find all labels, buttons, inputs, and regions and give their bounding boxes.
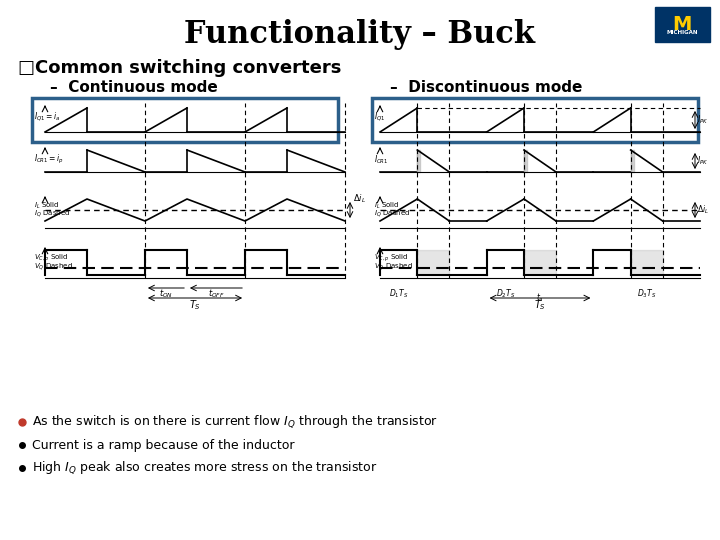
Text: $I_Q$ Dashed: $I_Q$ Dashed — [34, 209, 71, 219]
Text: $I_{PK}$: $I_{PK}$ — [697, 114, 708, 126]
Text: $D_1 T_S$: $D_1 T_S$ — [389, 288, 408, 300]
Text: $I_{Q1}$: $I_{Q1}$ — [374, 111, 385, 124]
Text: $V_Q$ Dashed: $V_Q$ Dashed — [374, 261, 413, 272]
Text: $T_S$: $T_S$ — [189, 298, 201, 312]
Text: MICHIGAN: MICHIGAN — [666, 30, 698, 36]
Text: As the switch is on there is current flow $I_Q$ through the transistor: As the switch is on there is current flo… — [32, 414, 438, 430]
Text: Current is a ramp because of the inductor: Current is a ramp because of the inducto… — [32, 438, 294, 451]
Text: $V_{C,p}$ Solid: $V_{C,p}$ Solid — [34, 253, 68, 264]
Bar — [372, 98, 698, 142]
Text: $I_Q$ Dashed: $I_Q$ Dashed — [374, 209, 410, 219]
Text: $I_{CR1}$: $I_{CR1}$ — [374, 153, 389, 166]
Text: $I_{CR1} = i_p$: $I_{CR1} = i_p$ — [34, 153, 64, 166]
Text: $I_{Q1} = i_a$: $I_{Q1} = i_a$ — [34, 111, 60, 124]
Text: $t_a$: $t_a$ — [536, 291, 544, 303]
Text: □Common switching converters: □Common switching converters — [18, 59, 341, 77]
Text: $\Delta i_L$: $\Delta i_L$ — [697, 204, 709, 216]
Text: –  Discontinuous mode: – Discontinuous mode — [390, 80, 582, 96]
Text: $T_S$: $T_S$ — [534, 298, 546, 312]
Text: –  Continuous mode: – Continuous mode — [50, 80, 217, 96]
Bar — [32, 98, 338, 142]
Text: $\Delta i_L$: $\Delta i_L$ — [353, 193, 366, 205]
Text: $I_L$ Solid: $I_L$ Solid — [374, 201, 400, 211]
Text: $t_{ON}$: $t_{ON}$ — [159, 288, 173, 300]
Bar — [655, 7, 710, 42]
Text: High $I_Q$ peak also creates more stress on the transistor: High $I_Q$ peak also creates more stress… — [32, 460, 377, 476]
Text: Functionality – Buck: Functionality – Buck — [184, 19, 536, 51]
Text: $I_{PK}$: $I_{PK}$ — [697, 155, 708, 167]
Text: $D_2 T_S$: $D_2 T_S$ — [495, 288, 515, 300]
Text: $t_{OFF}$: $t_{OFF}$ — [207, 288, 225, 300]
Text: $I_L$ Solid: $I_L$ Solid — [34, 201, 60, 211]
Text: M: M — [672, 16, 692, 35]
Text: $V_Q$ Dashed: $V_Q$ Dashed — [34, 261, 73, 272]
Text: $D_3 T_S$: $D_3 T_S$ — [637, 288, 657, 300]
Text: $V_{C,p}$ Solid: $V_{C,p}$ Solid — [374, 253, 409, 264]
